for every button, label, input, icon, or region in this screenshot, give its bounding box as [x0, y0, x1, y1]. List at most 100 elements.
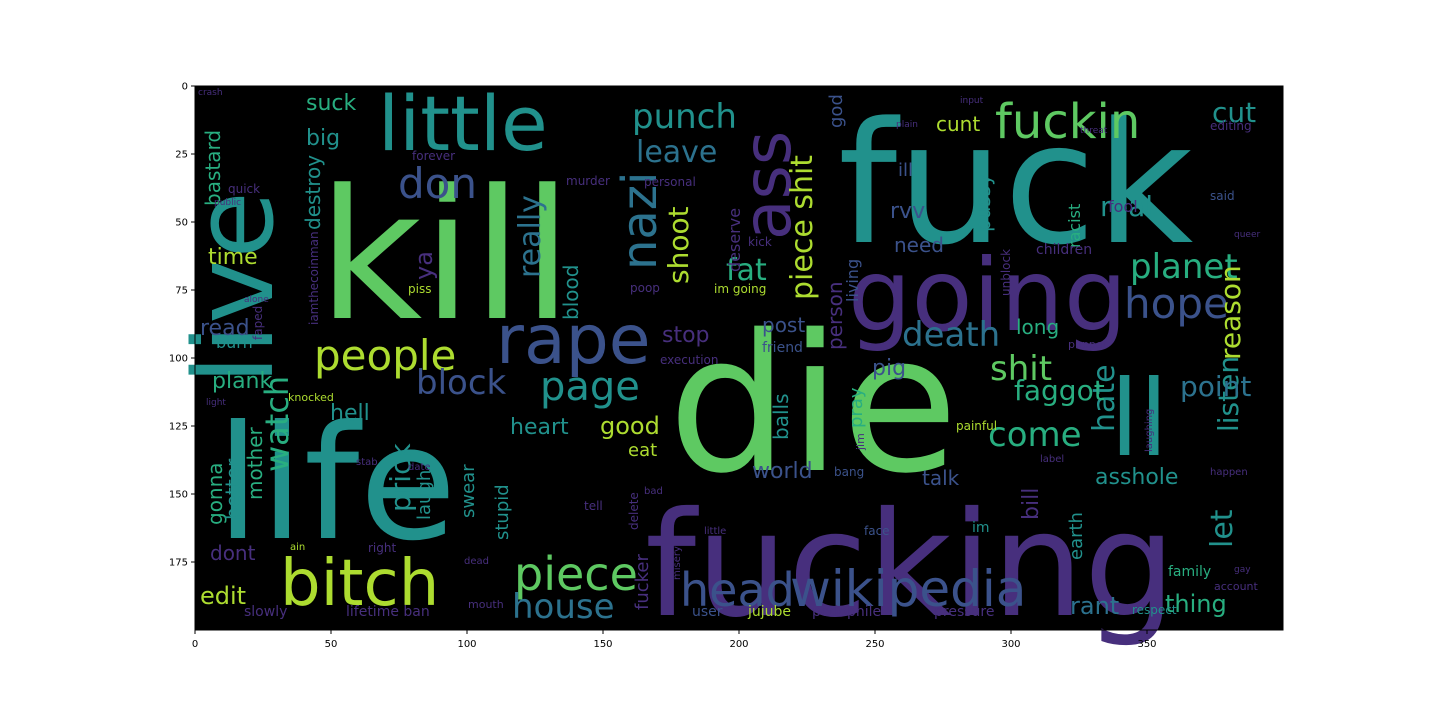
- wordcloud-word: laughing: [1144, 409, 1155, 452]
- x-tick-label: 50: [325, 639, 338, 650]
- wordcloud-word: dont: [210, 541, 256, 565]
- wordcloud-word: need: [894, 233, 944, 257]
- x-tick-label: 200: [729, 639, 748, 650]
- wordcloud-word: rape: [496, 301, 651, 380]
- wordcloud-word: lifetime ban: [346, 604, 430, 620]
- wordcloud-word: prick: [384, 443, 417, 512]
- wordcloud-word: planet: [1130, 247, 1238, 287]
- wordcloud-word: threat: [1080, 126, 1108, 136]
- wordcloud-word: dead: [464, 556, 489, 567]
- y-tick-label: 125: [169, 422, 188, 433]
- wordcloud-word: house: [512, 587, 615, 627]
- wordcloud-word: bad: [644, 486, 663, 497]
- wordcloud-word: punch: [632, 97, 737, 137]
- wordcloud-word: gonna: [203, 462, 227, 525]
- wordcloud-word: piece: [514, 547, 638, 601]
- wordcloud-word: gay: [1234, 565, 1251, 575]
- wordcloud-word: user: [692, 604, 723, 620]
- wordcloud-word: faggot: [1014, 374, 1105, 407]
- wordcloud-word: thing: [1165, 590, 1227, 618]
- y-tick-label: 100: [169, 354, 188, 365]
- wordcloud-word: plain: [896, 120, 918, 130]
- wordcloud-word: hate: [1087, 364, 1122, 432]
- wordcloud-word: ill: [898, 160, 913, 181]
- wordcloud-word: puppet: [1068, 338, 1108, 351]
- wordcloud-word: bitch: [280, 547, 439, 621]
- wordcloud-word: forever: [412, 149, 455, 163]
- wordcloud-word: pray: [846, 387, 867, 428]
- wordcloud-word: said: [1210, 189, 1235, 203]
- wordcloud-word: fuckin: [995, 94, 1140, 150]
- wordcloud-word: going: [848, 237, 1127, 354]
- wordcloud-word: laugh: [414, 470, 435, 520]
- wordcloud-word: family: [1168, 564, 1211, 580]
- x-tick-label: 300: [1001, 639, 1020, 650]
- wordcloud-word: fucker: [632, 554, 653, 610]
- wordcloud-word: little: [704, 526, 726, 537]
- wordcloud-word: plank: [212, 369, 273, 394]
- wordcloud-word: living: [843, 259, 862, 302]
- wordcloud-word: life: [216, 392, 457, 576]
- wordcloud-word: alone: [244, 295, 269, 305]
- wordcloud-word: post: [762, 313, 805, 337]
- wordcloud-word: god: [826, 94, 847, 128]
- wordcloud-word: faped: [251, 306, 265, 340]
- y-tick-label: 50: [175, 218, 188, 229]
- wordcloud-word: stab: [356, 457, 378, 468]
- wordcloud-word: account: [1214, 580, 1259, 593]
- wordcloud-word: live: [170, 191, 298, 385]
- wordcloud-word: ass: [729, 131, 806, 240]
- x-tick-label: 350: [1137, 639, 1156, 650]
- wordcloud-word: long: [1016, 315, 1059, 339]
- wordcloud-word: fool: [1108, 197, 1138, 216]
- wordcloud-word: happen: [1210, 467, 1248, 478]
- wordcloud-word: tell: [584, 499, 603, 513]
- wordcloud-word: reason: [1214, 265, 1247, 360]
- wordcloud-word: rvv: [890, 199, 925, 224]
- wordcloud-word: pressure: [934, 604, 994, 620]
- wordcloud-word: talk: [922, 466, 960, 490]
- wordcloud-word: death: [902, 315, 1000, 355]
- wordcloud-word: fat: [726, 253, 767, 288]
- wordcloud-word: respect: [1132, 603, 1177, 617]
- wordcloud-word: stop: [662, 323, 710, 348]
- wordcloud-word: input: [960, 96, 984, 106]
- y-tick-label: 25: [175, 150, 188, 161]
- wordcloud-word: ya: [410, 251, 438, 280]
- wordcloud-word: jim: [854, 433, 867, 451]
- wordcloud-word: suck: [306, 91, 357, 116]
- wordcloud-word: better: [221, 458, 245, 520]
- y-tick-label: 150: [169, 490, 188, 501]
- wordcloud-word: im: [972, 520, 990, 536]
- wordcloud-word: people: [314, 331, 456, 380]
- wordcloud-word: block: [416, 363, 507, 403]
- y-tick-label: 75: [175, 286, 188, 297]
- wordcloud-word: world: [752, 459, 813, 484]
- wordcloud-image-area: [195, 86, 1283, 630]
- wordcloud-word: racist: [1065, 204, 1084, 248]
- wordcloud-word: face: [864, 524, 890, 538]
- wordcloud-word: pussy: [971, 174, 995, 232]
- wordcloud-word: pedophile: [812, 604, 881, 620]
- wordcloud-word: delete: [627, 492, 641, 530]
- wordcloud-word: fucking: [645, 481, 1176, 650]
- wordcloud-word: misery: [672, 546, 683, 580]
- wordcloud-word: painful: [956, 419, 997, 433]
- wordcloud-word: right: [368, 541, 396, 555]
- wordcloud-word: light: [206, 398, 226, 408]
- wordcloud-word: slowly: [244, 604, 287, 620]
- wordcloud-word: knocked: [288, 391, 334, 404]
- wordcloud-word: head: [680, 563, 795, 617]
- wordcloud-word: little: [378, 79, 548, 168]
- wordcloud-word: point: [1180, 370, 1251, 403]
- wordcloud-word: im going: [714, 282, 766, 296]
- wordcloud-word: real: [1100, 190, 1153, 223]
- y-tick-label: 0: [182, 82, 188, 93]
- wordcloud-word: personal: [644, 175, 696, 189]
- wordcloud-word: date: [408, 462, 431, 473]
- wordcloud-word: cunt: [936, 112, 980, 136]
- wordcloud-word: pig: [872, 356, 906, 381]
- wordcloud-word: time: [208, 245, 258, 270]
